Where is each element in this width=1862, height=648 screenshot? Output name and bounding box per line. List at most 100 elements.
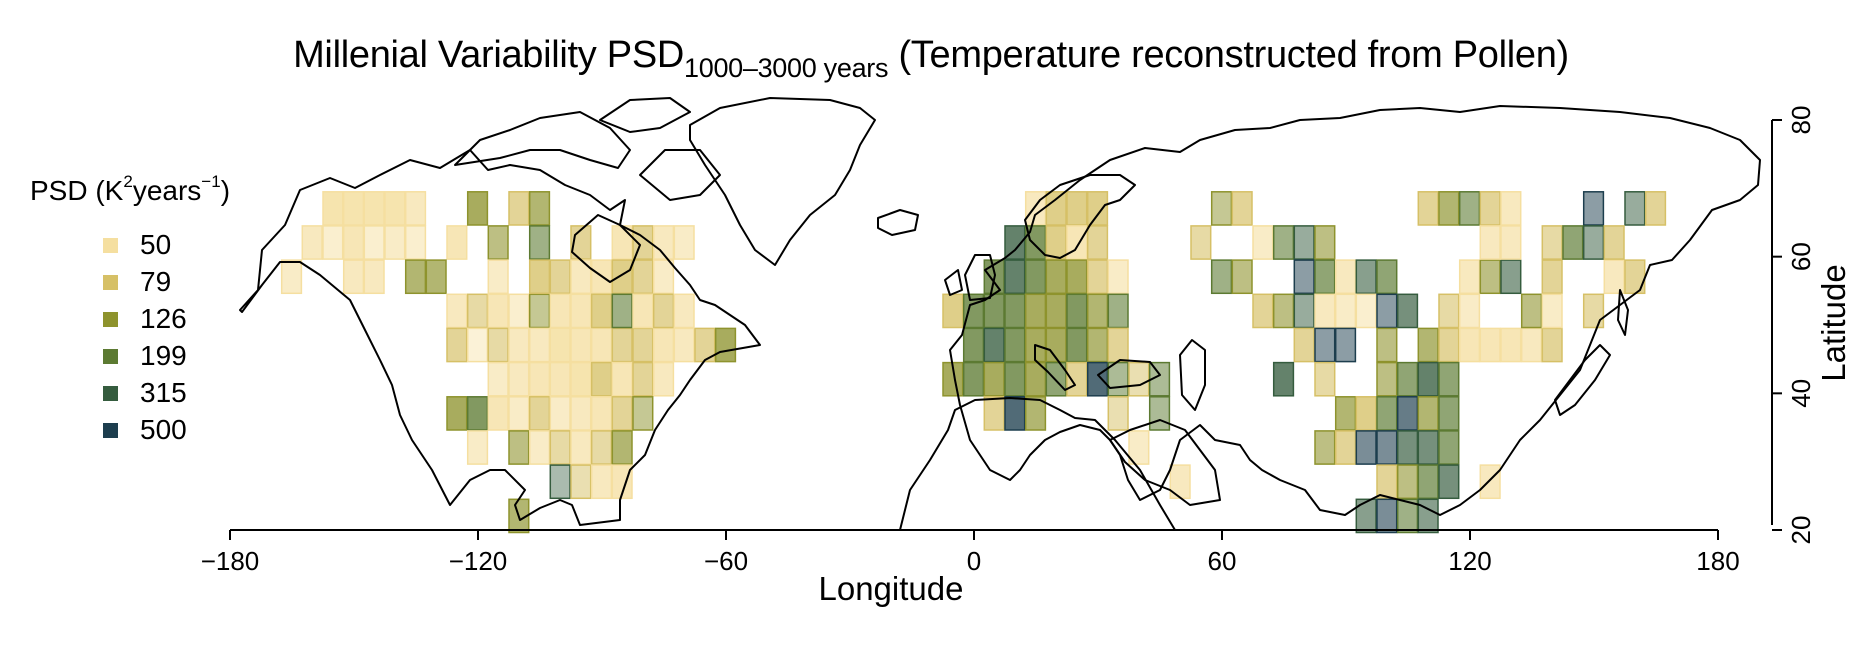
psd-cell — [1479, 259, 1501, 295]
psd-cell — [1066, 327, 1088, 363]
y-tick-label: 60 — [1786, 242, 1816, 271]
psd-cell — [487, 225, 509, 260]
psd-cell — [1438, 430, 1460, 465]
psd-cell — [508, 327, 530, 363]
psd-cell — [1355, 430, 1377, 465]
psd-cell — [384, 191, 406, 226]
coastline-britain — [964, 254, 996, 301]
psd-cell — [1479, 225, 1501, 260]
psd-cell — [611, 327, 633, 363]
legend-title-sup2: −1 — [201, 172, 221, 191]
psd-cell — [652, 361, 675, 397]
psd-cell — [1417, 498, 1439, 534]
psd-cell — [425, 259, 447, 295]
psd-cell — [363, 225, 385, 260]
psd-cell — [1252, 293, 1274, 329]
psd-cell — [1107, 259, 1129, 295]
psd-cell — [508, 293, 530, 329]
psd-cell — [1417, 396, 1439, 431]
coastline-caspian — [1179, 339, 1206, 411]
psd-cell — [1376, 259, 1398, 295]
x-axis-label: Longitude — [819, 570, 964, 607]
psd-cell — [1045, 293, 1067, 329]
psd-cell — [322, 191, 344, 226]
legend-label: 199 — [140, 340, 187, 371]
psd-cell — [1004, 361, 1026, 397]
psd-cell — [1500, 191, 1522, 226]
legend-title-sup1: 2 — [123, 172, 133, 191]
psd-cell — [632, 293, 654, 329]
coastline-arctic-islands — [454, 111, 631, 169]
coastline-hudson-bay — [571, 214, 641, 283]
psd-cell — [1624, 191, 1646, 226]
psd-cell — [570, 396, 592, 431]
psd-cell — [1107, 361, 1129, 397]
psd-cell — [652, 327, 675, 363]
psd-cell — [652, 259, 675, 295]
psd-cell — [1086, 259, 1109, 295]
coastline-arabia — [1109, 419, 1221, 506]
psd-cell — [714, 327, 737, 363]
psd-cell — [1541, 327, 1563, 363]
psd-cell — [363, 259, 385, 295]
psd-cell — [1458, 259, 1481, 295]
psd-cell — [611, 225, 633, 260]
legend-label: 500 — [140, 414, 187, 445]
y-axis-label: Latitude — [1815, 264, 1852, 381]
psd-cell — [632, 259, 654, 295]
psd-cell — [1541, 225, 1563, 260]
psd-cell — [1396, 396, 1419, 431]
psd-cell — [1334, 259, 1357, 295]
psd-cell — [1107, 327, 1129, 363]
psd-cell — [1314, 293, 1336, 329]
legend-swatch — [103, 238, 118, 253]
psd-cell — [487, 396, 509, 431]
psd-cell — [1582, 225, 1605, 260]
psd-cell — [1107, 396, 1129, 431]
psd-cell — [1148, 396, 1171, 431]
psd-cell — [446, 396, 468, 431]
psd-cell — [342, 259, 365, 295]
psd-cell — [342, 191, 365, 226]
psd-cell — [1438, 464, 1460, 500]
psd-cell — [1314, 259, 1336, 295]
psd-cell — [983, 361, 1005, 397]
psd-cell — [1045, 259, 1067, 295]
psd-cell — [1086, 361, 1109, 397]
coastline-greenland — [689, 97, 876, 266]
psd-cell — [508, 430, 530, 465]
psd-cell — [1417, 361, 1439, 397]
legend-item: 50 — [103, 230, 171, 260]
psd-cell — [652, 225, 675, 260]
chart-title-subscript: 1000–3000 years — [684, 53, 889, 83]
psd-cell — [508, 191, 530, 226]
psd-cell — [1500, 259, 1522, 295]
psd-cell — [487, 259, 509, 295]
legend-label: 315 — [140, 377, 187, 408]
psd-cell — [1272, 361, 1295, 397]
psd-cell — [1293, 293, 1315, 329]
psd-cell — [1582, 191, 1605, 226]
psd-cell — [590, 430, 613, 465]
legend-title-pre: PSD (K — [30, 175, 124, 206]
psd-cell — [1438, 361, 1460, 397]
psd-cell — [1479, 191, 1501, 226]
psd-cell — [611, 396, 633, 431]
psd-cell — [1045, 191, 1067, 226]
psd-cell — [1293, 259, 1315, 295]
psd-cell — [404, 259, 427, 295]
psd-cell — [487, 293, 509, 329]
y-tick-label: 20 — [1786, 516, 1816, 545]
coastline-iceland — [877, 209, 919, 236]
psd-cell — [1376, 498, 1398, 534]
psd-cell — [1376, 464, 1398, 500]
x-tick-label: −120 — [449, 546, 508, 576]
psd-cell — [1520, 293, 1543, 329]
psd-cell — [1541, 293, 1563, 329]
psd-cell — [1500, 327, 1522, 363]
psd-cell — [549, 396, 571, 431]
psd-cell — [1272, 225, 1295, 260]
psd-cell — [1479, 327, 1501, 363]
psd-cell — [1334, 293, 1357, 329]
